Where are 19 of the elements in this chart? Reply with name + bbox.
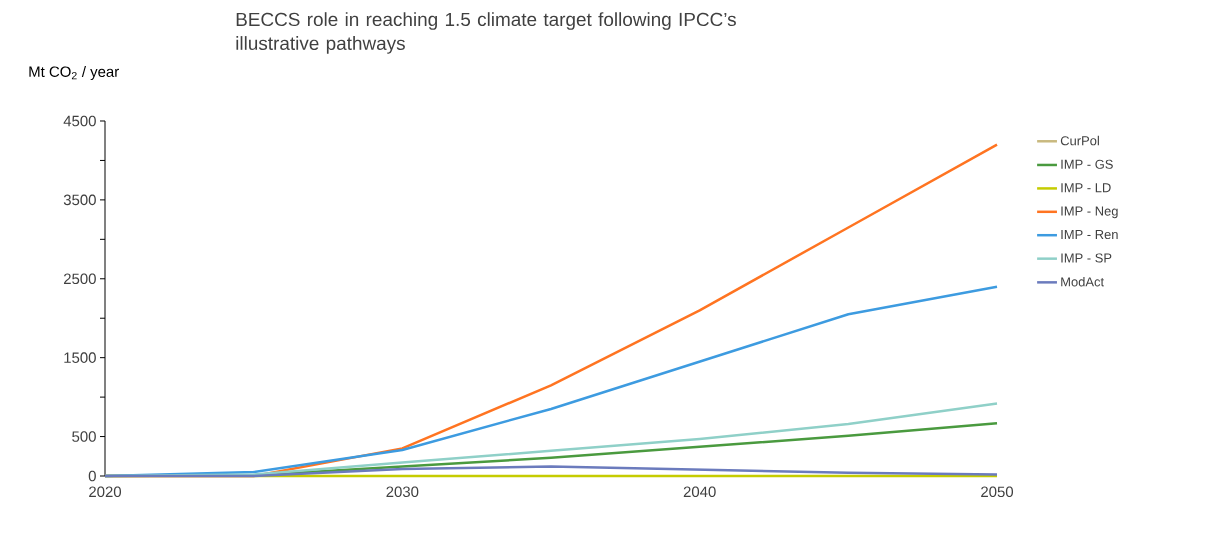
y-tick-label: 2500 <box>63 273 96 285</box>
chart-title: BECCS role in reaching 1.5 climate target following IPCC’s illustrative pathways <box>236 12 736 54</box>
y-tick-label: 4500 <box>63 115 96 127</box>
legend-label: CurPol <box>1060 135 1099 146</box>
y-tick-label: 0 <box>88 470 96 482</box>
legend-label: IMP - LD <box>1061 183 1111 193</box>
x-tick-label: 2040 <box>683 486 716 498</box>
y-axis-title: Mt CO$_{2}$ / year <box>29 66 119 80</box>
legend-label: IMP - GS <box>1061 159 1113 169</box>
y-tick-label: 3500 <box>63 194 96 206</box>
x-tick-label: 2050 <box>981 486 1014 498</box>
legend-label: ModAct <box>1061 276 1104 287</box>
legend-label: IMP - Ren <box>1061 230 1118 240</box>
legend-label: IMP - Neg <box>1061 206 1118 219</box>
legend-label: IMP - SP <box>1061 253 1112 263</box>
x-tick-label: 2030 <box>386 486 419 498</box>
y-tick-label: 500 <box>72 431 96 442</box>
y-tick-label: 1500 <box>64 352 96 363</box>
x-tick-label: 2020 <box>89 486 122 498</box>
